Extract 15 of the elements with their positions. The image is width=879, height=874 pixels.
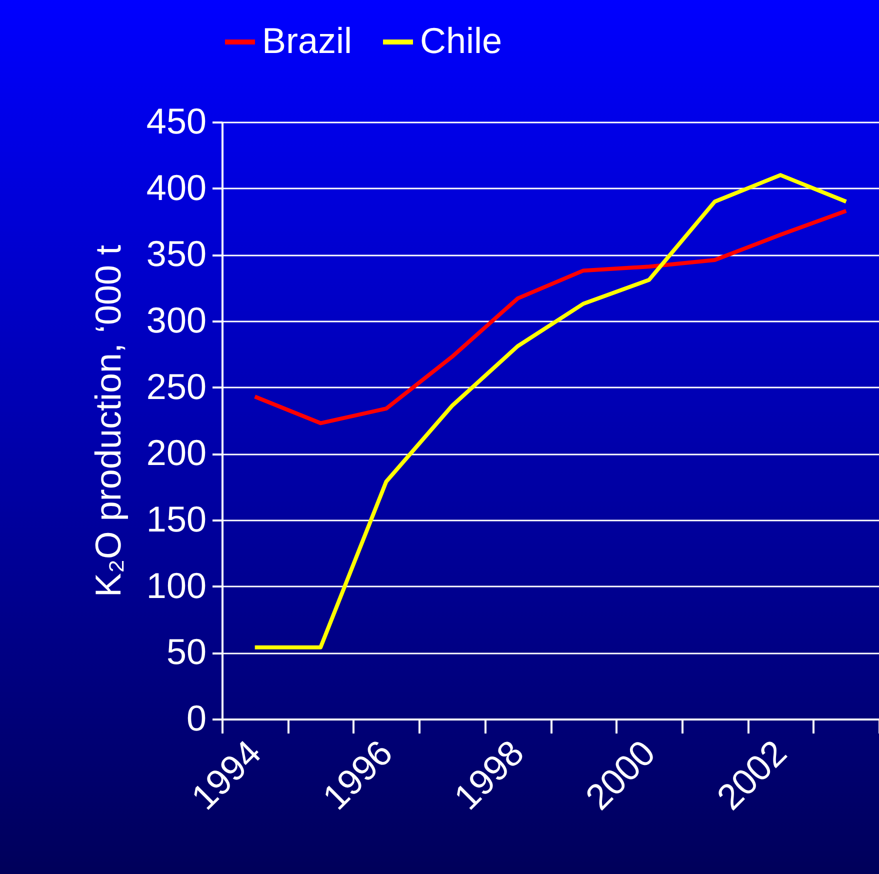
y-tick-label: 250 [146, 366, 206, 407]
legend-label: Brazil [262, 20, 352, 61]
y-tick-label: 50 [166, 631, 206, 672]
y-tick-label: 400 [146, 166, 206, 208]
line-series [252, 208, 848, 426]
y-tick-label: 350 [146, 233, 206, 274]
legend-label: Chile [420, 20, 502, 61]
y-axis-title: K₂O production, ‘000 t [87, 244, 128, 598]
y-tick-label: 150 [146, 498, 206, 540]
y-tick-label: 450 [146, 100, 206, 142]
y-tick-label: 300 [146, 300, 206, 340]
y-tick-label: 200 [146, 432, 206, 474]
y-tick-label: 100 [146, 564, 206, 606]
line-series [252, 173, 848, 650]
y-tick-label: 0 [186, 698, 206, 738]
